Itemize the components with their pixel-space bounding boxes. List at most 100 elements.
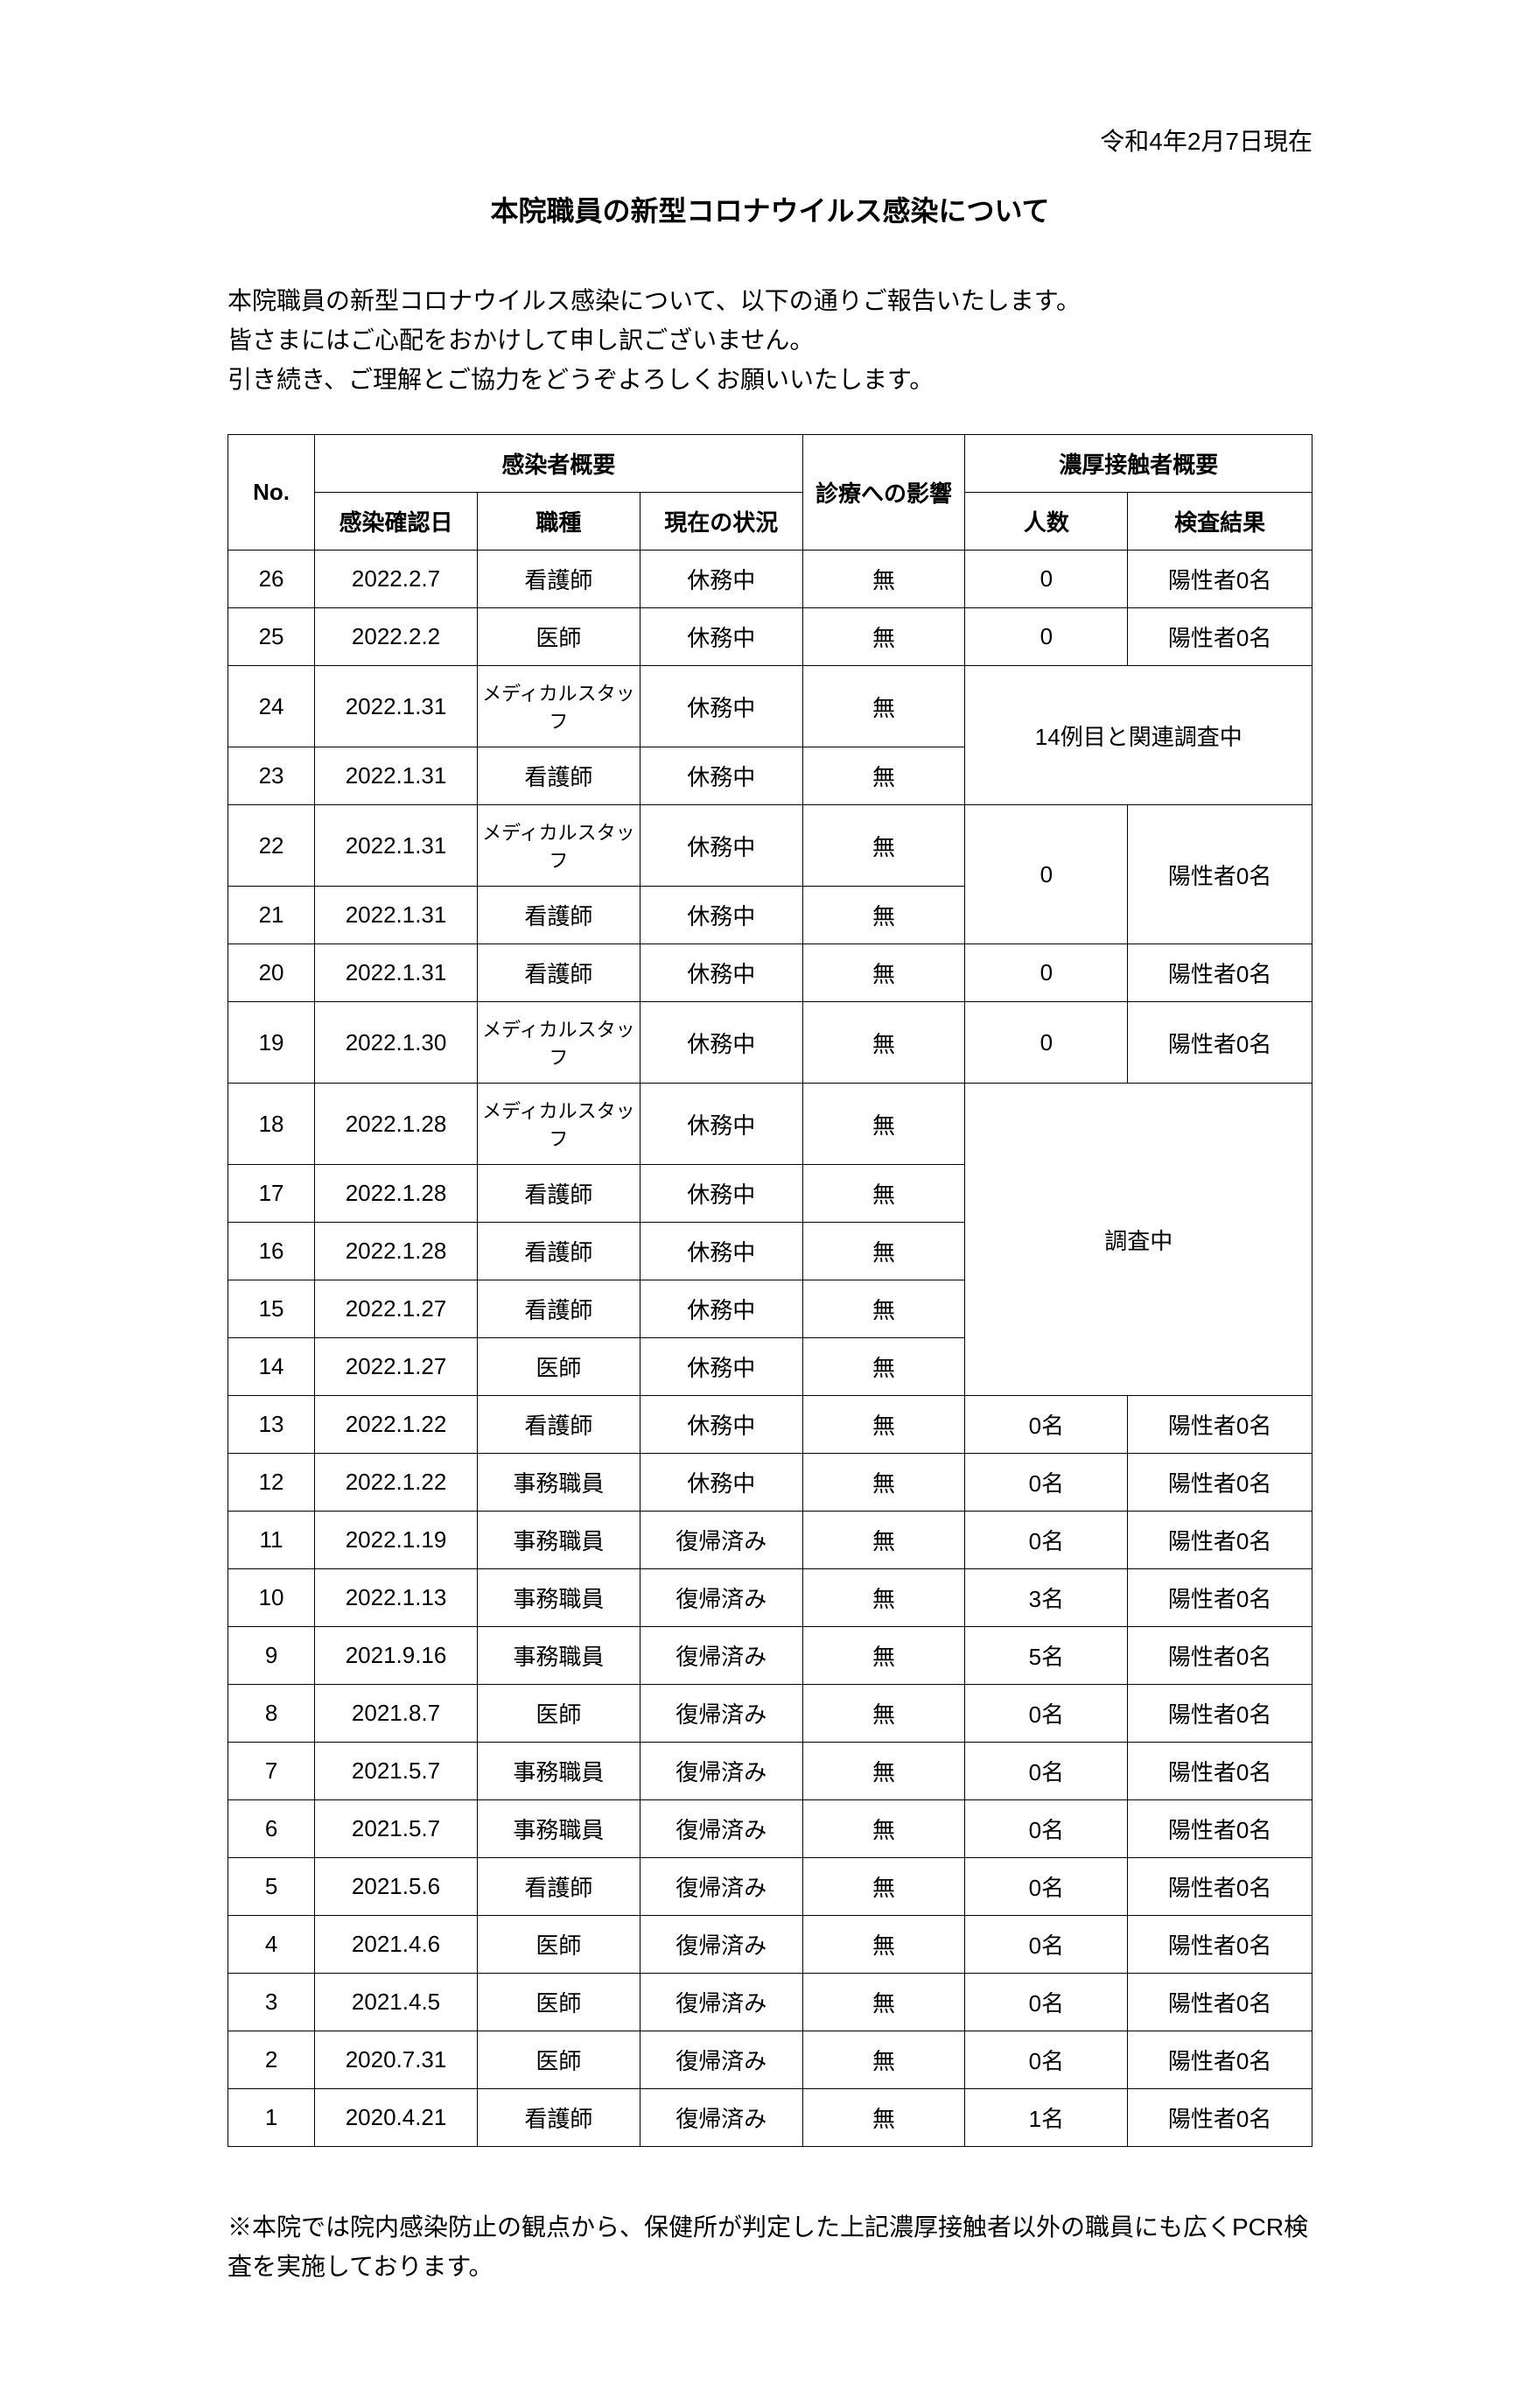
- cell-date: 2022.1.28: [315, 1223, 478, 1280]
- cell-role: 事務職員: [477, 1512, 640, 1569]
- cell-status: 復帰済み: [640, 1800, 802, 1858]
- th-contact-overview: 濃厚接触者概要: [965, 435, 1312, 493]
- table-row: 262022.2.7看護師休務中無0陽性者0名: [228, 551, 1312, 608]
- document-page: 令和4年2月7日現在 本院職員の新型コロナウイルス感染について 本院職員の新型コ…: [0, 0, 1540, 2392]
- cell-status: 休務中: [640, 1338, 802, 1396]
- cell-status: 休務中: [640, 747, 802, 805]
- cell-no: 9: [228, 1627, 315, 1685]
- cell-impact: 無: [802, 1454, 965, 1512]
- cell-contact-count: 0名: [965, 1685, 1128, 1743]
- cell-status: 休務中: [640, 1002, 802, 1084]
- cell-status: 休務中: [640, 551, 802, 608]
- table-row: 252022.2.2医師休務中無0陽性者0名: [228, 608, 1312, 666]
- cell-contact-count: 0: [965, 1002, 1128, 1084]
- cell-contact-result: 陽性者0名: [1128, 944, 1312, 1002]
- th-no: No.: [228, 435, 315, 551]
- cell-role: 看護師: [477, 1396, 640, 1454]
- cell-status: 休務中: [640, 1396, 802, 1454]
- cell-role: 看護師: [477, 2089, 640, 2147]
- cell-impact: 無: [802, 1165, 965, 1223]
- cell-contact-count: 0名: [965, 1800, 1128, 1858]
- cell-contact-count: 0名: [965, 1454, 1128, 1512]
- cell-status: 休務中: [640, 608, 802, 666]
- cell-status: 復帰済み: [640, 1512, 802, 1569]
- cell-contact-result: 陽性者0名: [1128, 1627, 1312, 1685]
- cell-date: 2022.1.30: [315, 1002, 478, 1084]
- cell-role: 看護師: [477, 944, 640, 1002]
- cell-contact-count: 1名: [965, 2089, 1128, 2147]
- cell-role: 看護師: [477, 551, 640, 608]
- cell-no: 1: [228, 2089, 315, 2147]
- cell-impact: 無: [802, 608, 965, 666]
- cell-date: 2021.5.6: [315, 1858, 478, 1916]
- cell-impact: 無: [802, 551, 965, 608]
- cell-status: 復帰済み: [640, 1974, 802, 2031]
- intro-line: 引き続き、ご理解とご協力をどうぞよろしくお願いいたします。: [228, 361, 1312, 400]
- table-row: 242022.1.31メディカルスタッフ休務中無14例目と関連調査中: [228, 666, 1312, 747]
- table-row: 52021.5.6看護師復帰済み無0名陽性者0名: [228, 1858, 1312, 1916]
- cell-date: 2021.4.6: [315, 1916, 478, 1974]
- cell-date: 2021.4.5: [315, 1974, 478, 2031]
- th-contact-count: 人数: [965, 493, 1128, 551]
- table-row: 112022.1.19事務職員復帰済み無0名陽性者0名: [228, 1512, 1312, 1569]
- cell-status: 復帰済み: [640, 1569, 802, 1627]
- cell-no: 11: [228, 1512, 315, 1569]
- cell-no: 2: [228, 2031, 315, 2089]
- cell-contact-result: 陽性者0名: [1128, 608, 1312, 666]
- cell-contact-result: 陽性者0名: [1128, 1800, 1312, 1858]
- cell-date: 2021.5.7: [315, 1743, 478, 1800]
- cell-date: 2020.4.21: [315, 2089, 478, 2147]
- cell-status: 復帰済み: [640, 1685, 802, 1743]
- cell-date: 2022.1.27: [315, 1280, 478, 1338]
- table-row: 72021.5.7事務職員復帰済み無0名陽性者0名: [228, 1743, 1312, 1800]
- cell-contact-merged: 14例目と関連調査中: [965, 666, 1312, 805]
- cell-contact-result: 陽性者0名: [1128, 1454, 1312, 1512]
- cell-impact: 無: [802, 1338, 965, 1396]
- cell-contact-count: 0名: [965, 1858, 1128, 1916]
- cell-contact-result: 陽性者0名: [1128, 1685, 1312, 1743]
- cell-role: 医師: [477, 1974, 640, 2031]
- cell-role: メディカルスタッフ: [477, 805, 640, 887]
- cell-no: 7: [228, 1743, 315, 1800]
- cell-impact: 無: [802, 2089, 965, 2147]
- cell-role: 看護師: [477, 747, 640, 805]
- document-title: 本院職員の新型コロナウイルス感染について: [228, 189, 1312, 229]
- cell-no: 24: [228, 666, 315, 747]
- cell-contact-result: 陽性者0名: [1128, 1743, 1312, 1800]
- cell-role: 事務職員: [477, 1627, 640, 1685]
- cell-impact: 無: [802, 2031, 965, 2089]
- cell-date: 2021.9.16: [315, 1627, 478, 1685]
- cell-role: 事務職員: [477, 1800, 640, 1858]
- cell-date: 2022.1.13: [315, 1569, 478, 1627]
- cell-contact-count: 3名: [965, 1569, 1128, 1627]
- table-row: 122022.1.22事務職員休務中無0名陽性者0名: [228, 1454, 1312, 1512]
- cell-contact-result: 陽性者0名: [1128, 805, 1312, 944]
- cell-role: 医師: [477, 1916, 640, 1974]
- table-row: 32021.4.5医師復帰済み無0名陽性者0名: [228, 1974, 1312, 2031]
- cell-impact: 無: [802, 1512, 965, 1569]
- table-row: 192022.1.30メディカルスタッフ休務中無0陽性者0名: [228, 1002, 1312, 1084]
- cell-contact-merged: 調査中: [965, 1084, 1312, 1396]
- cell-contact-count: 0名: [965, 1974, 1128, 2031]
- intro-line: 皆さまにはご心配をおかけして申し訳ございません。: [228, 321, 1312, 361]
- cell-status: 休務中: [640, 1280, 802, 1338]
- cell-status: 休務中: [640, 805, 802, 887]
- cell-impact: 無: [802, 1685, 965, 1743]
- cell-contact-count: 5名: [965, 1627, 1128, 1685]
- cell-no: 18: [228, 1084, 315, 1165]
- cell-no: 26: [228, 551, 315, 608]
- cell-impact: 無: [802, 1800, 965, 1858]
- table-row: 22020.7.31医師復帰済み無0名陽性者0名: [228, 2031, 1312, 2089]
- infection-table: No. 感染者概要 診療への影響 濃厚接触者概要 感染確認日 職種 現在の状況 …: [228, 434, 1312, 2147]
- table-body: 262022.2.7看護師休務中無0陽性者0名252022.2.2医師休務中無0…: [228, 551, 1312, 2147]
- cell-status: 休務中: [640, 887, 802, 944]
- cell-date: 2022.1.31: [315, 944, 478, 1002]
- table-row: 102022.1.13事務職員復帰済み無3名陽性者0名: [228, 1569, 1312, 1627]
- cell-role: 医師: [477, 1685, 640, 1743]
- cell-impact: 無: [802, 1858, 965, 1916]
- cell-contact-result: 陽性者0名: [1128, 1974, 1312, 2031]
- cell-impact: 無: [802, 1223, 965, 1280]
- cell-date: 2022.2.2: [315, 608, 478, 666]
- cell-role: 看護師: [477, 1280, 640, 1338]
- table-row: 62021.5.7事務職員復帰済み無0名陽性者0名: [228, 1800, 1312, 1858]
